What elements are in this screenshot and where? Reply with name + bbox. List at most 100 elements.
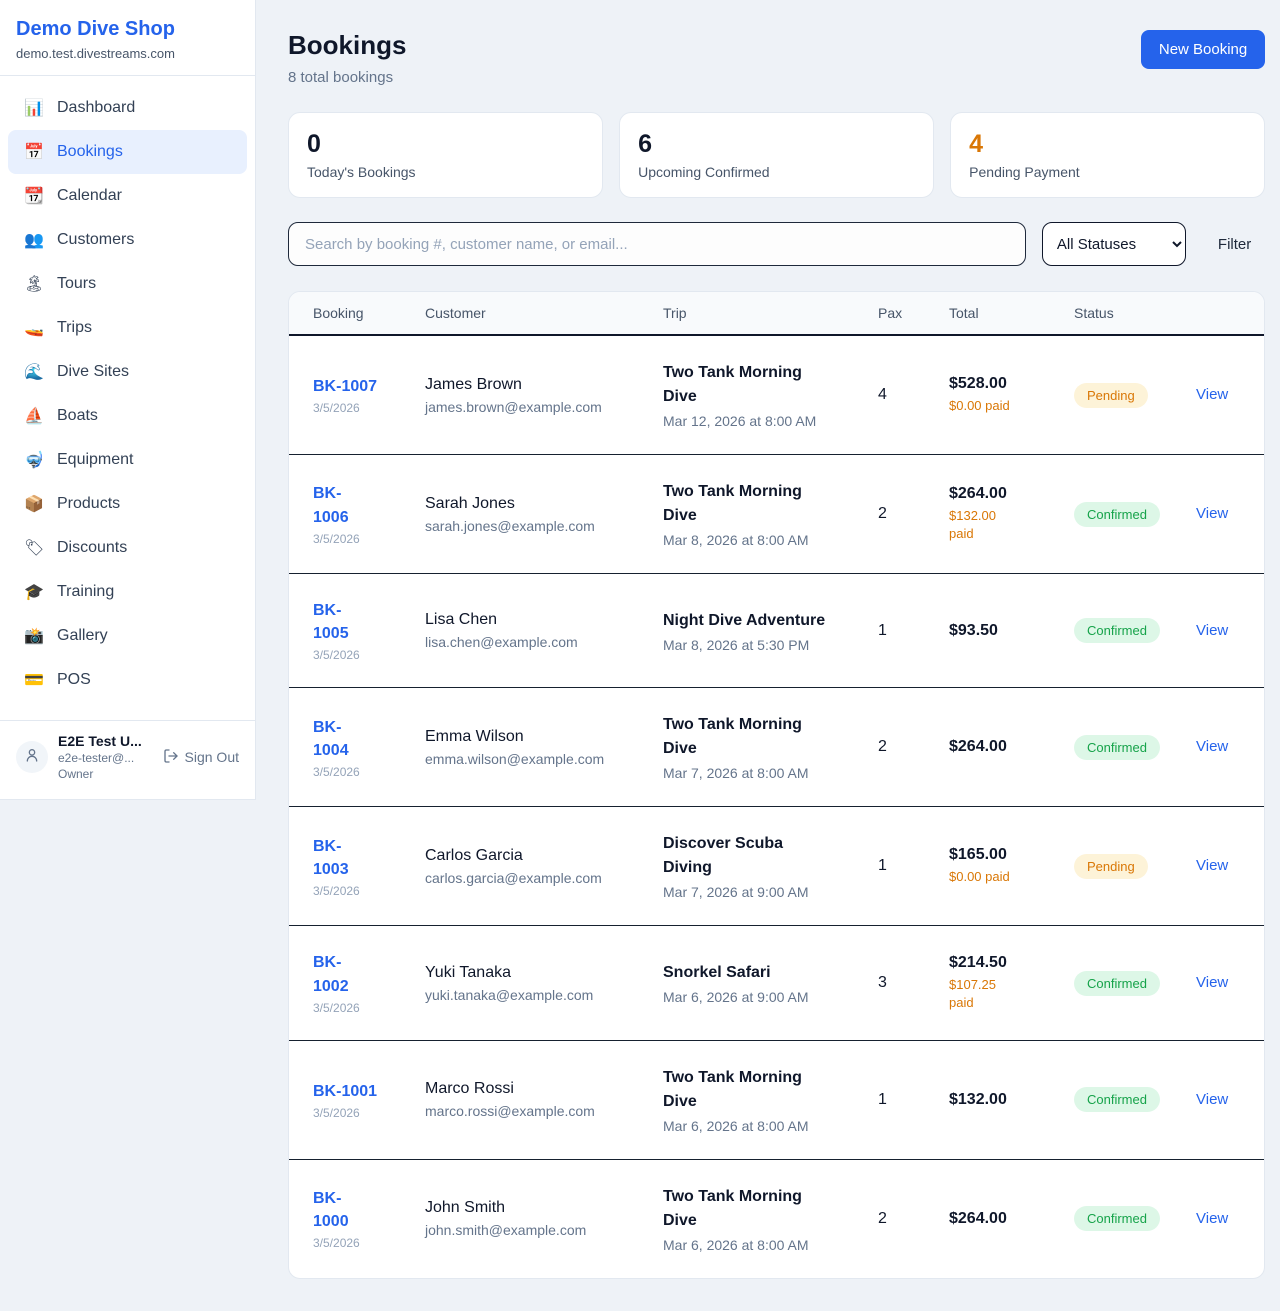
customer-name: James Brown [425,375,522,393]
bookings-icon: 📅 [24,144,44,161]
total-amount: $214.50 [949,953,1007,971]
tours-icon: 🏝 [24,276,45,293]
trip-name: Discover Scuba Diving [663,835,784,877]
customer-email: lisa.chen@example.com [425,634,578,651]
user-meta: E2E Test U... e2e-tester@... Owner [58,733,153,781]
booking-number-link[interactable]: BK- 1003 [313,837,349,878]
booking-date: 3/5/2026 [313,401,360,416]
pax-count: 2 [878,1209,887,1227]
customer-name: Emma Wilson [425,727,524,745]
trip-datetime: Mar 6, 2026 at 9:00 AM [663,989,809,1006]
col-pax: Pax [878,305,903,321]
status-badge: Confirmed [1074,618,1160,644]
total-amount: $264.00 [949,484,1007,502]
bookings-table: Booking Customer Trip Pax Total Status B… [288,291,1266,1279]
sidebar: Demo Dive Shop demo.test.divestreams.com… [0,0,256,800]
col-status: Status [1074,305,1114,321]
filter-button[interactable]: Filter [1217,235,1252,253]
booking-number-link[interactable]: BK-1001 [313,1082,378,1100]
view-link[interactable]: View [1196,1090,1229,1108]
trip-name: Two Tank Morning Dive [663,483,802,524]
table-row: BK- 1003 3/5/2026 Carlos Garcia carlos.g… [289,807,1265,927]
view-link[interactable]: View [1196,505,1229,522]
sidebar-item-training[interactable]: 🎓 Training [24,583,115,601]
sidebar-item-tours[interactable]: 🏝 Tours [24,275,97,293]
booking-number-link[interactable]: BK- 1000 [313,1190,349,1231]
discounts-icon: 🏷 [24,540,45,557]
trip-datetime: Mar 8, 2026 at 5:30 PM [663,636,810,653]
user-box: E2E Test U... e2e-tester@... Owner Sign … [0,720,255,799]
sidebar-item-dashboard[interactable]: 📊 Dashboard [24,99,136,117]
table-row: BK- 1004 3/5/2026 Emma Wilson emma.wilso… [289,688,1265,808]
col-trip: Trip [663,305,687,321]
booking-date: 3/5/2026 [313,1000,360,1015]
sign-out-button[interactable]: Sign Out [163,748,239,767]
sidebar-item-boats[interactable]: ⛵ Boats [24,407,98,425]
table-row: BK- 1006 3/5/2026 Sarah Jones sarah.jone… [289,455,1265,574]
sign-out-icon [163,748,179,767]
trip-datetime: Mar 7, 2026 at 9:00 AM [663,884,809,901]
pos-icon: 💳 [24,672,44,689]
sidebar-item-bookings[interactable]: 📅 Bookings [8,130,247,174]
sidebar-item-discounts[interactable]: 🏷 Discounts [24,539,128,557]
view-link[interactable]: View [1196,1209,1229,1227]
customer-email: yuki.tanaka@example.com [425,986,594,1003]
trip-name: Two Tank Morning Dive [663,1187,802,1229]
sidebar-item-customers[interactable]: 👥 Customers [24,231,135,249]
view-link[interactable]: View [1196,621,1229,639]
view-link[interactable]: View [1196,974,1229,992]
trip-name: Night Dive Adventure [663,611,826,629]
trip-datetime: Mar 7, 2026 at 8:00 AM [663,765,809,782]
sign-out-label: Sign Out [184,749,239,765]
sidebar-item-dive-sites[interactable]: 🌊 Dive Sites [24,363,130,381]
col-customer: Customer [425,305,486,321]
status-badge: Confirmed [1074,1206,1160,1232]
status-badge: Confirmed [1074,970,1160,996]
view-link[interactable]: View [1196,386,1229,403]
sidebar-item-gallery[interactable]: 📸 Gallery [24,627,108,645]
customers-icon: 👥 [24,232,44,249]
status-badge: Pending [1074,382,1148,408]
booking-number-link[interactable]: BK- 1006 [313,485,349,526]
col-total: Total [949,305,979,321]
pax-count: 2 [878,505,887,522]
sidebar-item-trips[interactable]: 🚤 Trips [24,319,92,337]
table-row: BK- 1005 3/5/2026 Lisa Chen lisa.chen@ex… [289,574,1265,689]
sidebar-item-pos[interactable]: 💳 POS [24,671,91,689]
pax-count: 2 [878,738,887,756]
booking-number-link[interactable]: BK- 1002 [313,954,349,995]
customer-email: james.brown@example.com [425,398,602,415]
user-role: Owner [58,767,94,781]
table-row: BK-1001 3/5/2026 Marco Rossi marco.rossi… [289,1041,1265,1160]
stat-label: Pending Payment [969,164,1080,180]
pax-count: 1 [878,1090,887,1108]
stat-value: 0 [307,130,321,158]
customer-email: emma.wilson@example.com [425,750,605,767]
booking-date: 3/5/2026 [313,1236,360,1251]
booking-number-link[interactable]: BK- 1004 [313,718,349,759]
trip-name: Two Tank Morning Dive [663,716,802,758]
paid-amount: $132.00 paid [949,507,996,541]
view-link[interactable]: View [1196,857,1229,875]
sidebar-item-equipment[interactable]: 🤿 Equipment [24,451,134,469]
main-content: Bookings 8 total bookings New Booking 0 … [256,0,1280,1311]
booking-number-link[interactable]: BK- 1005 [313,602,349,643]
sidebar-item-calendar[interactable]: 📆 Calendar [24,187,122,205]
pax-count: 1 [878,857,887,875]
filter-row: All Statuses Filter [288,222,1265,266]
total-amount: $528.00 [949,374,1007,392]
view-link[interactable]: View [1196,738,1229,756]
pax-count: 1 [878,621,887,639]
brand-name: Demo Dive Shop [16,18,175,40]
status-filter-select[interactable]: All Statuses [1041,222,1186,266]
sidebar-item-products[interactable]: 📦 Products [24,495,121,513]
new-booking-button[interactable]: New Booking [1140,30,1266,69]
page-title: Bookings [288,30,407,60]
calendar-icon: 📆 [24,188,44,205]
booking-date: 3/5/2026 [313,765,360,780]
stat-value: 6 [638,130,652,158]
booking-number-link[interactable]: BK-1007 [313,377,378,395]
table-body: BK-1007 3/5/2026 James Brown james.brown… [289,336,1265,1278]
user-email: e2e-tester@... [58,751,135,765]
search-input[interactable] [288,222,1026,266]
